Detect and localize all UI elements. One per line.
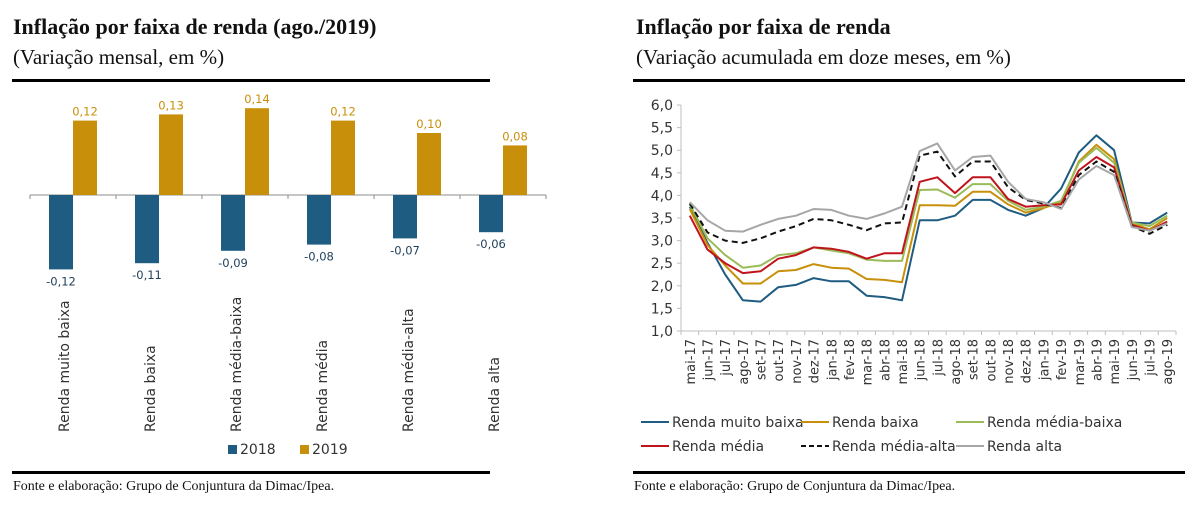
x-tick-label: jul-18: [931, 339, 946, 377]
bar-category-label: Renda média: [315, 340, 331, 432]
line-chart-title: Inflação por faixa de renda: [636, 14, 891, 39]
legend-label: Renda média: [672, 439, 764, 455]
legend-label: Renda muito baixa: [672, 415, 804, 431]
y-tick-label: 3,5: [651, 211, 673, 227]
bar-category-label: Renda muito baixa: [57, 300, 73, 432]
legend-label: Renda média-alta: [832, 439, 956, 455]
x-tick-label: mar-19: [1073, 339, 1088, 385]
y-tick-label: 4,0: [651, 188, 673, 204]
bar-2018: [307, 195, 331, 245]
bar-data-label: 0,10: [416, 117, 442, 131]
bar-category-label: Renda média-baixa: [229, 297, 245, 432]
bar-chart-subtitle: (Variação mensal, em %): [13, 45, 225, 69]
x-tick-label: ago-18: [949, 339, 964, 385]
line-chart-subtitle: (Variação acumulada em doze meses, em %): [636, 45, 1011, 69]
bar-2018: [479, 195, 503, 233]
x-tick-label: nov-18: [1002, 339, 1017, 384]
bar-2018: [49, 195, 73, 270]
series-line-renda-alta: [689, 142, 1168, 233]
x-tick-label: jan-18: [825, 339, 840, 381]
bar-data-label: 0,13: [158, 98, 184, 112]
y-tick-label: 2,0: [651, 279, 673, 295]
x-tick-label: mai-19: [1108, 339, 1123, 384]
bar-2019: [245, 108, 269, 195]
bar-chart-top-rule: [12, 79, 490, 82]
y-tick-label: 6,0: [651, 98, 673, 114]
line-chart-top-rule: [633, 79, 1185, 82]
legend-label: Renda média-baixa: [987, 415, 1122, 431]
bar-2018: [221, 195, 245, 251]
bar-data-label: 0,08: [502, 129, 528, 143]
bar-chart-bottom-rule: [12, 471, 490, 474]
x-tick-label: out-18: [984, 339, 999, 382]
x-tick-label: abr-18: [878, 339, 893, 381]
legend-label-2019: 2019: [312, 442, 348, 458]
x-tick-label: dez-17: [808, 339, 823, 383]
y-tick-label: 5,0: [651, 143, 673, 159]
x-tick-label: set-17: [755, 339, 770, 380]
x-tick-label: fev-18: [843, 339, 858, 380]
bar-2019: [503, 145, 527, 195]
bar-data-label: -0,09: [218, 256, 248, 270]
series-line-renda-m-dia: [688, 156, 1168, 275]
bar-data-label: -0,08: [304, 250, 334, 264]
legend-label: Renda alta: [987, 439, 1062, 455]
bar-2019: [331, 120, 355, 195]
y-tick-label: 1,0: [651, 324, 673, 340]
x-tick-label: jun-19: [1126, 339, 1141, 381]
x-tick-label: dez-18: [1020, 339, 1035, 383]
x-tick-label: ago-19: [1161, 339, 1176, 385]
x-tick-label: out-17: [772, 339, 787, 382]
bar-data-label: -0,07: [390, 243, 420, 257]
line-chart-source: Fonte e elaboração: Grupo de Conjuntura …: [634, 479, 956, 494]
line-chart-bottom-rule: [633, 471, 1185, 474]
x-tick-label: abr-19: [1090, 339, 1105, 381]
bar-chart: -0,12 0,12 Renda muito baixa -0,11 0,13 Renda…: [29, 92, 547, 458]
bar-category-label: Renda alta: [487, 357, 503, 432]
legend-label: Renda baixa: [832, 415, 919, 431]
x-tick-label: fev-19: [1055, 339, 1070, 380]
x-tick-label: nov-17: [790, 339, 805, 384]
x-tick-label: jun-18: [914, 339, 929, 381]
y-tick-label: 5,5: [651, 121, 673, 137]
series-line-renda-m-dia-alta: [688, 150, 1168, 244]
legend-label-2018: 2018: [240, 442, 276, 458]
y-tick-label: 4,5: [651, 166, 673, 182]
bar-2018: [393, 195, 417, 239]
y-tick-label: 1,5: [651, 301, 673, 317]
bar-data-label: -0,11: [132, 268, 162, 282]
x-tick-label: jan-19: [1037, 339, 1052, 381]
x-tick-label: mai-18: [896, 339, 911, 384]
bar-2019: [159, 114, 183, 195]
bar-data-label: -0,12: [46, 274, 76, 288]
bar-chart-title: Inflação por faixa de renda (ago./2019): [13, 14, 377, 39]
legend-swatch-2018: [228, 445, 237, 454]
bar-data-label: 0,12: [330, 105, 356, 119]
legend-swatch-2019: [300, 445, 309, 454]
x-tick-label: ago-17: [737, 339, 752, 385]
series-line-renda-baixa: [688, 143, 1168, 285]
bar-data-label: -0,06: [476, 237, 506, 251]
x-tick-label: set-18: [967, 339, 982, 380]
bar-data-label: 0,14: [244, 92, 270, 106]
bar-2019: [417, 133, 441, 195]
bar-2019: [73, 120, 97, 195]
x-tick-label: jul-19: [1143, 339, 1158, 377]
series-line-renda-m-dia-baixa: [688, 146, 1168, 269]
x-tick-label: mai-17: [684, 339, 699, 384]
bar-category-label: Renda média-alta: [401, 308, 417, 432]
bar-category-label: Renda baixa: [143, 345, 159, 432]
bar-2018: [135, 195, 159, 264]
series-line-renda-muito-baixa: [688, 134, 1168, 303]
y-tick-label: 2,5: [651, 256, 673, 272]
x-tick-label: jun-17: [702, 339, 717, 381]
bar-data-label: 0,12: [72, 105, 98, 119]
bar-chart-source: Fonte e elaboração: Grupo de Conjuntura …: [13, 479, 335, 494]
line-chart-panel: Inflação por faixa de renda (Variação ac…: [620, 0, 1200, 507]
bar-chart-panel: Inflação por faixa de renda (ago./2019) …: [12, 14, 547, 494]
x-tick-label: jul-17: [719, 339, 734, 377]
x-tick-label: mar-18: [861, 339, 876, 385]
y-tick-label: 3,0: [651, 234, 673, 250]
